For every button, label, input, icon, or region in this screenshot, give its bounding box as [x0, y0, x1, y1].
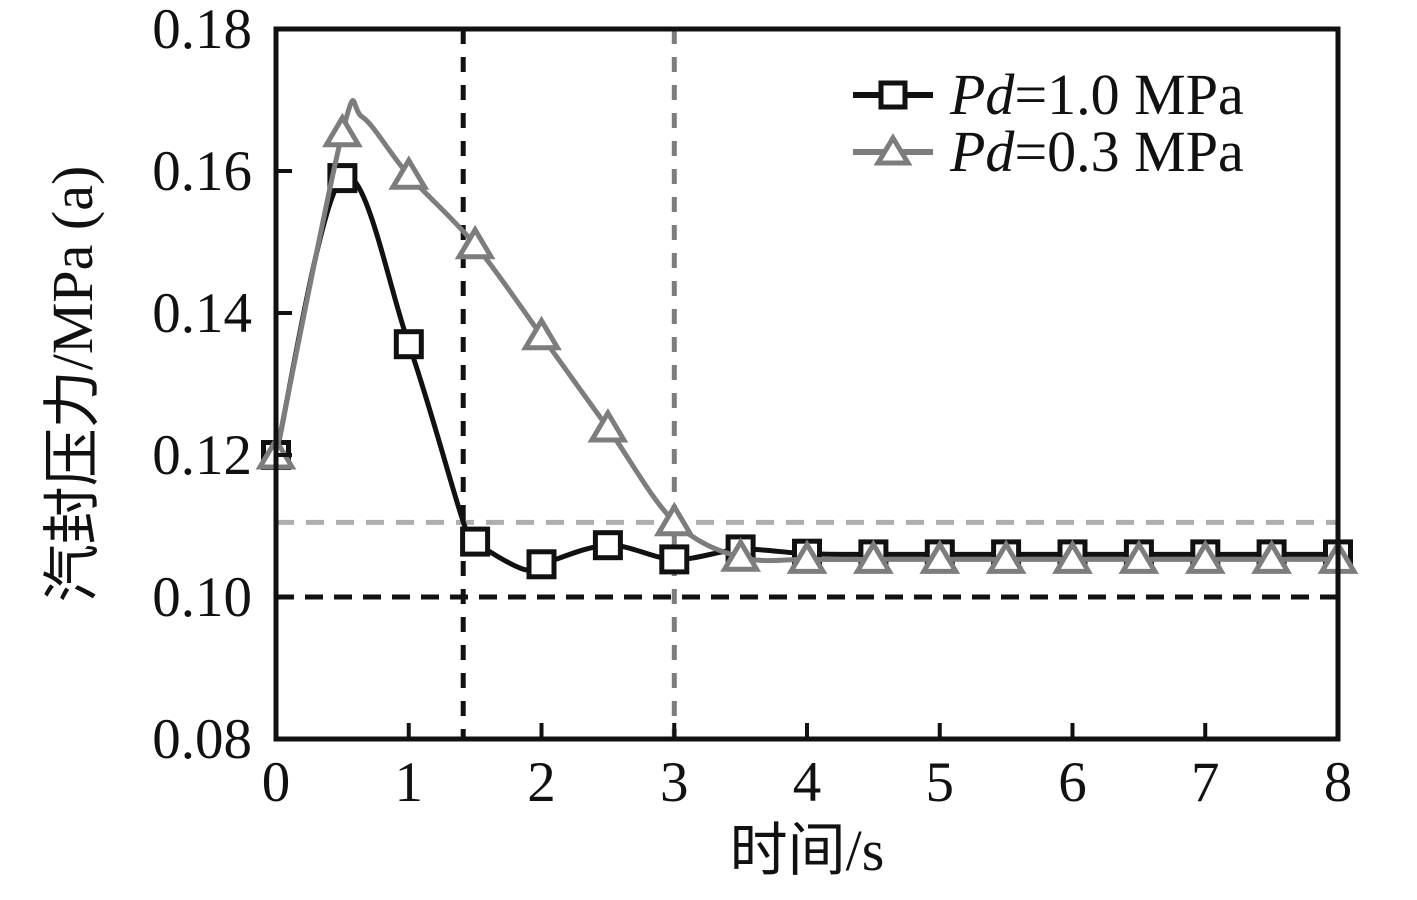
triangle-marker [853, 539, 894, 574]
square-marker [460, 526, 491, 557]
x-tick-label: 1 [395, 751, 424, 814]
reference-lines [276, 29, 1338, 739]
y-tick-label: 0.12 [152, 424, 252, 487]
triangle-marker [521, 315, 562, 351]
triangle-marker [587, 408, 629, 443]
triangle-marker [1118, 539, 1160, 574]
axis-ticks [276, 169, 1208, 739]
square-marker [659, 544, 690, 575]
axis-tick-labels: 0 1 2 3 4 5 6 7 8 0.08 0.10 0.12 0.14 0.16 0.18 [152, 0, 1352, 814]
triangle-marker [322, 112, 363, 148]
x-tick-label: 3 [660, 751, 689, 814]
y-tick-label: 0.16 [152, 140, 252, 203]
series-markers [261, 163, 1353, 580]
series-pd-0-3-mpa [255, 98, 1359, 574]
series-line [273, 173, 1341, 573]
legend-triangle-marker [873, 133, 913, 166]
triangle-marker [653, 501, 695, 537]
square-marker [592, 530, 623, 561]
series-pd-1-0-mpa [261, 163, 1353, 580]
x-tick-label: 5 [926, 751, 955, 814]
triangle-marker [388, 155, 430, 190]
y-tick-label: 0.10 [152, 566, 252, 629]
series-markers [255, 112, 1359, 574]
triangle-marker [1052, 539, 1093, 574]
triangle-marker [1184, 539, 1226, 574]
y-tick-label: 0.14 [152, 282, 252, 345]
legend-item-pd-1-0-mpa: Pd=1.0 MPa [853, 62, 1244, 127]
x-axis-title: 时间/s [730, 818, 885, 883]
triangle-marker [919, 539, 961, 574]
y-tick-label: 0.18 [152, 0, 252, 61]
triangle-marker [786, 539, 828, 574]
legend-label: Pd=0.3 MPa [949, 119, 1244, 184]
x-tick-label: 2 [527, 751, 556, 814]
x-tick-label: 0 [262, 751, 291, 814]
triangle-marker [1251, 539, 1292, 574]
square-marker [526, 549, 557, 580]
y-tick-label: 0.08 [152, 708, 252, 771]
legend-item-pd-0-3-mpa: Pd=0.3 MPa [853, 119, 1244, 184]
y-axis-title: 汽封压力/MPa (a) [40, 166, 105, 603]
triangle-marker [985, 539, 1027, 574]
x-tick-label: 6 [1058, 751, 1087, 814]
legend-label: Pd=1.0 MPa [949, 62, 1244, 127]
x-tick-label: 4 [793, 751, 822, 814]
x-tick-label: 8 [1324, 751, 1353, 814]
triangle-marker [454, 224, 496, 260]
legend-square-marker [878, 80, 908, 110]
square-marker [393, 329, 424, 360]
x-tick-label: 7 [1191, 751, 1220, 814]
triangle-marker [720, 537, 761, 572]
